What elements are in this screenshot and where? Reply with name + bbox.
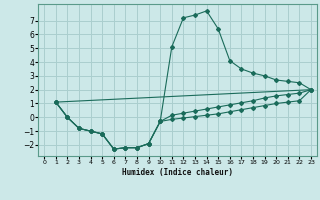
X-axis label: Humidex (Indice chaleur): Humidex (Indice chaleur) [122,168,233,177]
